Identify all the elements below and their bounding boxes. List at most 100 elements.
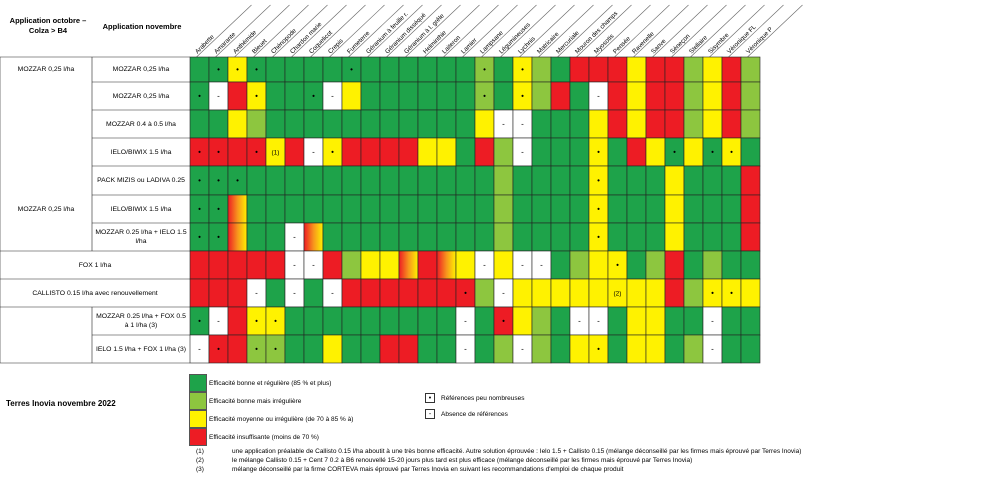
efficacy-cell bbox=[417, 334, 438, 364]
column-header-line bbox=[367, 4, 423, 58]
cell-mark: • bbox=[331, 148, 334, 157]
efficacy-cell bbox=[531, 109, 552, 139]
efficacy-cell bbox=[246, 222, 267, 252]
efficacy-cell bbox=[512, 278, 533, 308]
row-label: IELO/BIWIX 1.5 l/ha bbox=[110, 205, 172, 213]
efficacy-cell bbox=[436, 250, 457, 280]
efficacy-cell bbox=[474, 109, 495, 139]
cell-mark: (1) bbox=[272, 150, 280, 157]
efficacy-cell bbox=[360, 278, 381, 308]
column-header-line bbox=[709, 4, 765, 58]
efficacy-cell bbox=[531, 165, 552, 196]
efficacy-cell bbox=[474, 137, 495, 167]
efficacy-cell bbox=[379, 165, 400, 196]
efficacy-cell bbox=[569, 250, 590, 280]
efficacy-cell bbox=[322, 165, 343, 196]
row-label: MOZZAR 0.4 à 0.5 l/ha bbox=[106, 120, 176, 128]
cell-mark: • bbox=[673, 148, 676, 157]
efficacy-cell bbox=[721, 222, 742, 252]
column-header: Bleuet bbox=[251, 38, 269, 56]
efficacy-cell bbox=[284, 137, 305, 167]
efficacy-cell bbox=[550, 56, 571, 83]
column-header-line bbox=[291, 4, 347, 58]
column-header-line bbox=[747, 4, 803, 58]
efficacy-cell bbox=[664, 222, 685, 252]
efficacy-cell bbox=[683, 222, 704, 252]
header-nov-application: Application novembre bbox=[102, 22, 182, 31]
cell-mark: - bbox=[312, 261, 315, 270]
efficacy-cell bbox=[626, 306, 647, 336]
efficacy-cell bbox=[702, 109, 723, 139]
note-1-number: (1) bbox=[196, 448, 204, 455]
cell-mark: • bbox=[255, 345, 258, 354]
efficacy-cell bbox=[417, 194, 438, 224]
efficacy-cell bbox=[493, 222, 514, 252]
efficacy-cell bbox=[227, 278, 248, 308]
efficacy-cell bbox=[645, 250, 666, 280]
efficacy-cell bbox=[303, 306, 324, 336]
efficacy-cell bbox=[436, 306, 457, 336]
efficacy-cell bbox=[322, 194, 343, 224]
efficacy-cell bbox=[417, 306, 438, 336]
column-header-line bbox=[462, 4, 518, 58]
efficacy-cell bbox=[569, 56, 590, 83]
cell-mark: (2) bbox=[614, 291, 622, 298]
cell-mark: - bbox=[464, 345, 467, 354]
column-header-line bbox=[386, 4, 442, 58]
oct-group-label: MOZZAR 0,25 l/ha bbox=[17, 66, 75, 73]
ref-none-label: Absence de références bbox=[441, 411, 508, 418]
column-header-line bbox=[348, 4, 404, 58]
cell-mark: - bbox=[255, 289, 258, 298]
efficacy-cell bbox=[341, 109, 362, 139]
efficacy-cell bbox=[303, 194, 324, 224]
efficacy-cell bbox=[607, 165, 628, 196]
efficacy-cell bbox=[512, 222, 533, 252]
cell-mark: • bbox=[274, 345, 277, 354]
efficacy-cell bbox=[550, 278, 571, 308]
ref-few-label: Références peu nombreuses bbox=[441, 395, 525, 402]
efficacy-cell bbox=[417, 137, 438, 167]
efficacy-cell bbox=[436, 194, 457, 224]
efficacy-cell bbox=[607, 334, 628, 364]
column-header-line bbox=[424, 4, 480, 58]
efficacy-cell bbox=[398, 81, 419, 111]
efficacy-cell bbox=[740, 81, 761, 111]
efficacy-cell bbox=[512, 194, 533, 224]
efficacy-cell bbox=[683, 109, 704, 139]
cell-mark: • bbox=[255, 317, 258, 326]
efficacy-cell bbox=[740, 56, 761, 83]
efficacy-cell bbox=[189, 250, 210, 280]
efficacy-cell bbox=[493, 56, 514, 83]
cell-mark: • bbox=[521, 65, 524, 74]
efficacy-cell bbox=[455, 56, 476, 83]
efficacy-cell bbox=[303, 222, 324, 252]
efficacy-cell bbox=[607, 56, 628, 83]
efficacy-cell bbox=[531, 222, 552, 252]
efficacy-cell bbox=[702, 56, 723, 83]
column-header-line bbox=[443, 4, 499, 58]
cell-mark: • bbox=[350, 65, 353, 74]
efficacy-cell bbox=[493, 137, 514, 167]
efficacy-cell bbox=[265, 222, 286, 252]
efficacy-cell bbox=[588, 278, 609, 308]
cell-mark: • bbox=[217, 205, 220, 214]
row-label: MOZZAR 0,25 l/ha bbox=[112, 92, 170, 100]
cell-mark: - bbox=[312, 148, 315, 157]
cell-mark: • bbox=[597, 148, 600, 157]
efficacy-cell bbox=[550, 194, 571, 224]
efficacy-cell bbox=[493, 81, 514, 111]
efficacy-cell bbox=[683, 56, 704, 83]
cell-mark: • bbox=[730, 289, 733, 298]
efficacy-cell bbox=[721, 109, 742, 139]
cell-mark: • bbox=[483, 92, 486, 101]
efficacy-cell bbox=[588, 56, 609, 83]
efficacy-cell bbox=[360, 81, 381, 111]
legend-label-insufficient: Efficacité insuffisante (moins de 70 %) bbox=[209, 434, 319, 441]
note-2-number: (2) bbox=[196, 457, 204, 464]
efficacy-cell bbox=[322, 306, 343, 336]
legend-label-good: Efficacité bonne et régulière (85 % et p… bbox=[209, 380, 332, 387]
efficacy-cell bbox=[664, 250, 685, 280]
efficacy-cell bbox=[360, 334, 381, 364]
efficacy-cell bbox=[645, 81, 666, 111]
efficacy-cell bbox=[417, 109, 438, 139]
